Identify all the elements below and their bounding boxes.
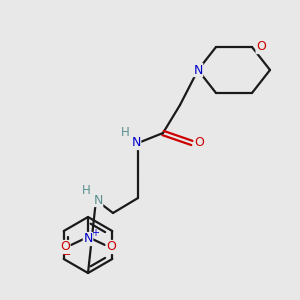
Text: N: N [193, 64, 203, 76]
Text: −: − [62, 250, 72, 260]
Text: O: O [194, 136, 204, 149]
Text: O: O [106, 241, 116, 254]
Text: H: H [82, 184, 90, 196]
Text: O: O [60, 241, 70, 254]
Text: N: N [83, 232, 93, 245]
Text: +: + [91, 228, 99, 238]
Text: N: N [131, 136, 141, 149]
Text: O: O [256, 40, 266, 53]
Text: N: N [93, 194, 103, 206]
Text: H: H [121, 127, 129, 140]
